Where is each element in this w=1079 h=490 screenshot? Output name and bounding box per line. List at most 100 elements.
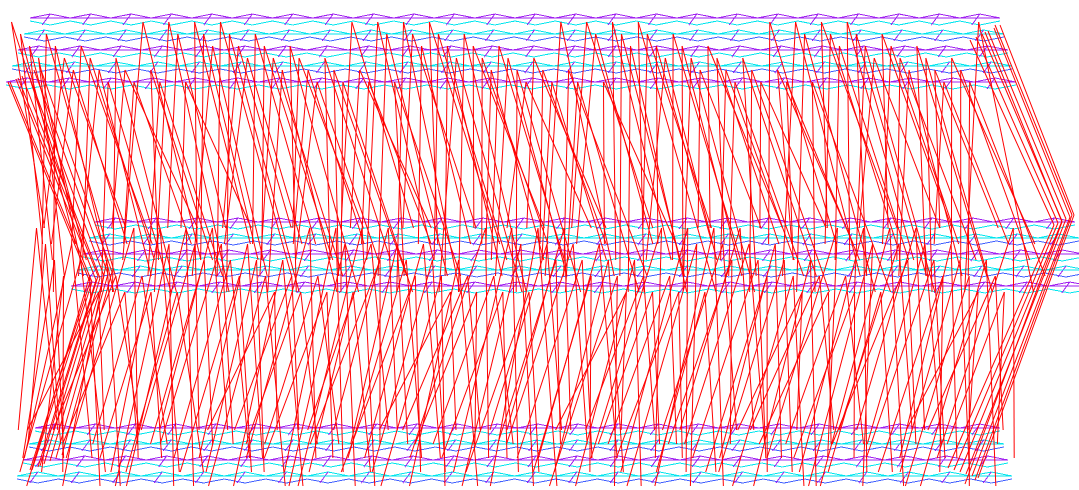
chord-segment — [707, 249, 729, 255]
diagonal-member — [637, 21, 645, 293]
chord-strut — [399, 61, 409, 74]
chord-segment — [761, 68, 783, 74]
chord-strut — [1061, 281, 1071, 294]
chord-segment — [553, 61, 575, 67]
diagonal-member — [760, 81, 827, 229]
chord-segment — [748, 240, 770, 246]
chord-segment — [991, 68, 1013, 74]
chord-segment — [645, 265, 667, 271]
chord-segment — [120, 471, 142, 477]
diagonal-member — [490, 69, 545, 261]
diagonal-member — [455, 57, 523, 293]
diagonal-member — [652, 291, 661, 445]
chord-segment — [676, 20, 697, 26]
diagonal-member — [453, 227, 513, 473]
chord-segment — [166, 462, 188, 468]
diagonal-member — [219, 21, 293, 277]
chord-segment — [353, 439, 375, 445]
chord-segment — [211, 13, 233, 19]
chord-segment — [716, 20, 738, 26]
diagonal-member — [437, 33, 508, 261]
chord-strut — [486, 13, 496, 26]
chord-segment — [960, 272, 982, 278]
chord-segment — [156, 217, 177, 223]
chord-strut — [406, 439, 416, 452]
chord-strut — [690, 45, 700, 58]
diagonal-member — [866, 243, 926, 445]
chord-segment — [552, 77, 575, 83]
chord-segment — [410, 471, 432, 477]
chord-strut — [526, 29, 535, 42]
chord-segment — [336, 233, 358, 239]
chord-segment — [49, 439, 70, 445]
diagonal-member — [159, 227, 213, 431]
chord-segment — [224, 272, 246, 278]
chord-segment — [716, 13, 738, 19]
chord-segment — [224, 471, 246, 477]
chord-strut — [322, 455, 332, 468]
chord-segment — [105, 29, 127, 35]
chord-strut — [243, 13, 253, 26]
chord-segment — [533, 52, 555, 58]
diagonal-member — [877, 275, 944, 473]
chord-segment — [292, 20, 314, 26]
chord-strut — [882, 217, 892, 230]
chord-strut — [66, 61, 75, 74]
chord-segment — [474, 288, 497, 294]
diagonal-member — [205, 259, 258, 473]
chord-segment — [49, 446, 70, 452]
chord-strut — [566, 29, 576, 42]
diagonal-member — [544, 21, 562, 277]
chord-segment — [497, 423, 518, 429]
chord-strut — [593, 281, 603, 294]
diagonal-member — [378, 291, 451, 431]
chord-segment — [309, 29, 331, 35]
diagonal-member — [472, 45, 475, 229]
chord-segment — [617, 446, 639, 452]
chord-segment — [761, 462, 783, 468]
chord-strut — [843, 233, 853, 246]
chord-segment — [942, 36, 964, 42]
end-frame-member — [969, 39, 1055, 226]
chord-segment — [727, 217, 749, 223]
diagonal-member — [634, 259, 642, 487]
chord-segment — [1065, 274, 1079, 278]
chord-segment — [342, 77, 364, 83]
chord-segment — [999, 249, 1021, 255]
chord-segment — [970, 478, 992, 484]
chord-segment — [291, 256, 313, 262]
chord-segment — [658, 430, 679, 436]
chord-strut — [348, 233, 358, 246]
diagonal-member — [159, 81, 224, 277]
chord-segment — [303, 68, 325, 74]
diagonal-member — [855, 33, 868, 277]
diagonal-member — [333, 227, 389, 431]
chord-segment — [428, 68, 450, 74]
diagonal-member — [685, 227, 689, 473]
chord-segment — [462, 224, 484, 230]
chord-segment — [350, 265, 372, 271]
chord-segment — [574, 61, 596, 67]
chord-segment — [963, 439, 984, 445]
diagonal-member — [449, 291, 457, 431]
chord-strut — [271, 77, 280, 90]
diagonal-member — [946, 291, 1005, 445]
diagonal-member — [934, 69, 999, 229]
chord-segment — [99, 471, 121, 477]
chord-segment — [576, 471, 598, 477]
chord-segment — [658, 84, 680, 90]
chord-segment — [405, 77, 427, 83]
diagonal-member — [507, 57, 568, 277]
chord-segment — [729, 272, 751, 278]
chord-segment — [677, 29, 698, 35]
chord-segment — [262, 288, 284, 294]
chord-segment — [392, 272, 414, 278]
chord-segment — [904, 52, 926, 58]
diagonal-member — [133, 227, 139, 459]
chord-strut — [186, 77, 196, 90]
chord-segment — [492, 45, 514, 51]
chord-segment — [393, 13, 415, 19]
diagonal-member — [831, 259, 909, 445]
